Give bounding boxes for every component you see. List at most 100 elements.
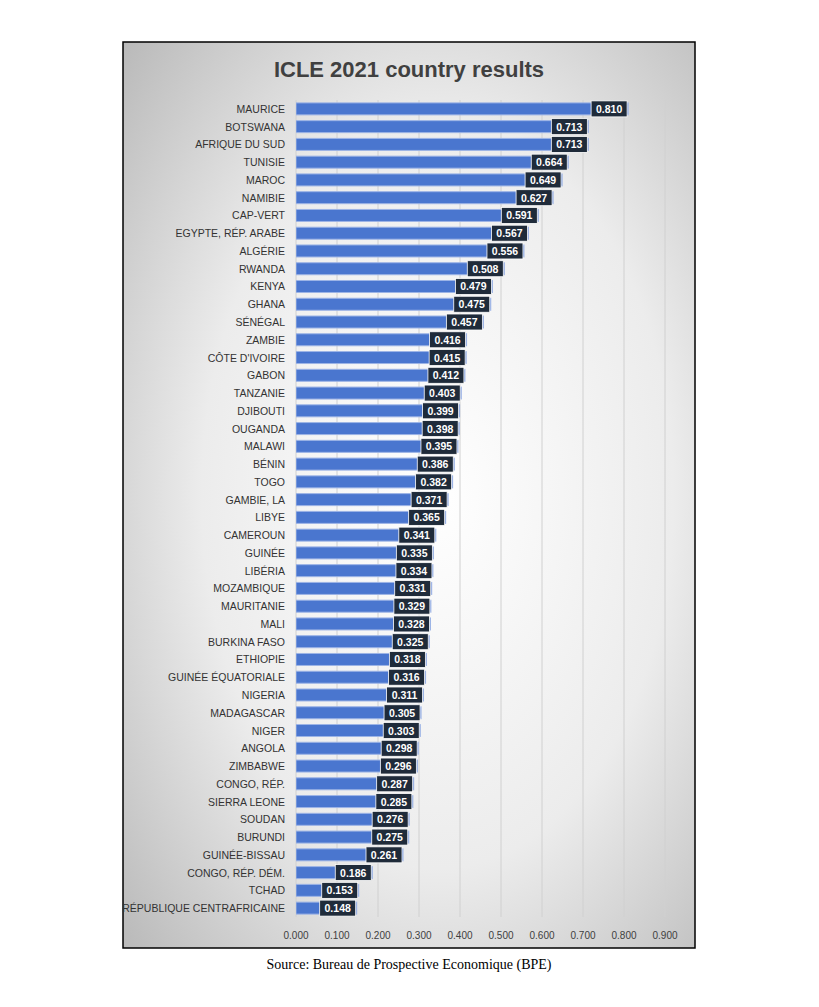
bar <box>296 636 429 648</box>
data-label: 0.261 <box>371 849 397 861</box>
category-label: MALI <box>260 618 285 630</box>
category-label: ETHIOPIE <box>236 653 285 665</box>
category-label: CÔTE D'IVOIRE <box>208 352 285 364</box>
data-label: 0.285 <box>381 796 407 808</box>
data-label-box <box>551 136 587 152</box>
category-label: BÉNIN <box>253 458 285 470</box>
data-label: 0.316 <box>393 671 419 683</box>
category-label: ZIMBABWE <box>229 760 285 772</box>
bar <box>296 849 403 861</box>
data-label-box <box>395 580 431 596</box>
data-label-box <box>389 651 425 667</box>
category-label: CAMEROUN <box>224 529 285 541</box>
bar <box>296 298 491 310</box>
bar <box>296 476 453 488</box>
source-note: Source: Bureau de Prospective Economique… <box>267 957 552 973</box>
data-label: 0.412 <box>433 369 459 381</box>
data-label-box <box>335 865 371 881</box>
category-label: NAMIBIE <box>242 192 285 204</box>
category-label: SÉNÉGAL <box>235 316 285 328</box>
category-label: LIBYE <box>255 511 285 523</box>
data-label-box <box>455 278 491 294</box>
data-label: 0.508 <box>472 263 498 275</box>
bar <box>296 547 433 559</box>
grid-line <box>665 100 666 917</box>
data-label: 0.479 <box>460 280 486 292</box>
category-label: SIERRA LEONE <box>208 796 285 808</box>
data-label-box <box>416 474 452 490</box>
data-label: 0.591 <box>506 209 532 221</box>
category-label: GUINÉE-BISSAU <box>203 849 285 861</box>
data-label-box <box>396 563 432 579</box>
bar <box>296 458 454 470</box>
data-label: 0.341 <box>404 529 430 541</box>
bar <box>296 316 483 328</box>
category-label: MALAWI <box>244 440 285 452</box>
category-label: ZAMBIE <box>246 334 285 346</box>
data-label: 0.627 <box>521 192 547 204</box>
chart-title: ICLE 2021 country results <box>274 57 544 82</box>
data-labels: 0.8100.7130.7130.6640.6490.6270.5910.567… <box>320 101 627 916</box>
data-label-box <box>516 190 552 206</box>
data-label: 0.186 <box>340 867 366 879</box>
data-label: 0.415 <box>434 352 460 364</box>
category-label: KENYA <box>250 280 285 292</box>
data-label: 0.298 <box>386 742 412 754</box>
data-label: 0.475 <box>459 298 485 310</box>
data-label: 0.153 <box>327 884 353 896</box>
data-label: 0.276 <box>377 813 403 825</box>
bar <box>296 174 562 186</box>
bar <box>296 884 359 896</box>
bar <box>296 618 430 630</box>
category-label: NIGERIA <box>242 689 285 701</box>
data-label: 0.305 <box>389 707 415 719</box>
data-label-box <box>387 687 423 703</box>
category-label: SOUDAN <box>240 813 285 825</box>
grid-line <box>583 100 584 917</box>
bar <box>296 369 465 381</box>
bar <box>296 511 446 523</box>
bar <box>296 867 372 879</box>
x-tick-label: 0.500 <box>488 930 513 941</box>
category-label: RÉPUBLIQUE CENTRAFRICAINE <box>122 902 285 914</box>
data-label: 0.329 <box>399 600 425 612</box>
category-label: BURUNDI <box>237 831 285 843</box>
x-tick-label: 0.000 <box>283 930 308 941</box>
chart-frame <box>123 42 695 948</box>
category-label: TANZANIE <box>234 387 285 399</box>
category-label: EGYPTE, RÉP. ARABE <box>175 227 285 239</box>
bar <box>296 600 431 612</box>
bar <box>296 494 448 506</box>
grid-line <box>460 100 461 917</box>
data-label-box <box>421 438 457 454</box>
data-label: 0.318 <box>394 653 420 665</box>
data-label: 0.399 <box>427 405 453 417</box>
data-label: 0.303 <box>388 725 414 737</box>
bar <box>296 707 421 719</box>
category-label: BURKINA FASO <box>208 636 285 648</box>
data-label: 0.331 <box>400 582 426 594</box>
data-label: 0.148 <box>325 902 351 914</box>
bar <box>296 529 436 541</box>
data-label: 0.334 <box>401 565 427 577</box>
data-label: 0.649 <box>530 174 556 186</box>
data-label-box <box>429 350 465 366</box>
data-label: 0.713 <box>556 121 582 133</box>
category-label: MAURICE <box>237 103 285 115</box>
data-label: 0.416 <box>434 334 460 346</box>
data-label-box <box>423 403 459 419</box>
bar <box>296 334 467 346</box>
category-label: GUINÉE ÉQUATORIALE <box>168 671 285 683</box>
bar <box>296 796 413 808</box>
data-label-box <box>393 616 429 632</box>
x-axis: 0.0000.1000.2000.3000.4000.5000.6000.700… <box>283 930 677 941</box>
category-label: GAMBIE, LA <box>225 494 285 506</box>
category-label: AFRIQUE DU SUD <box>195 138 285 150</box>
data-label-box <box>428 367 464 383</box>
bar <box>296 831 409 843</box>
grid-line <box>337 100 338 917</box>
grid-line <box>624 100 625 917</box>
data-label-box <box>383 723 419 739</box>
data-label-box <box>396 545 432 561</box>
category-label: MAROC <box>246 174 286 186</box>
